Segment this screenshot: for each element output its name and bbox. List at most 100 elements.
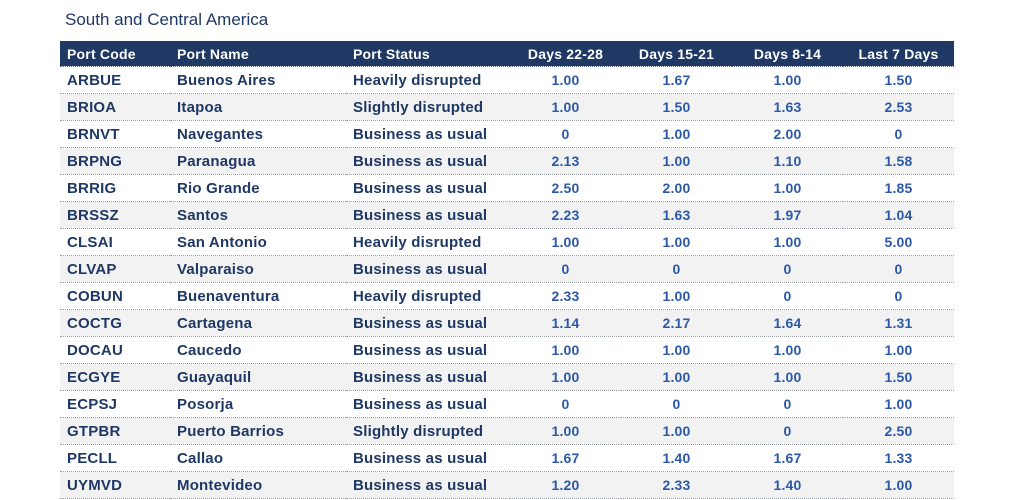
days-8-14-cell: 1.10 [732,147,843,175]
days-22-28-cell: 2.23 [510,201,621,229]
days-8-14-cell: 1.00 [732,363,843,391]
port-code-cell: CLSAI [60,228,170,256]
port-name-cell: San Antonio [170,228,346,256]
port-name-cell: Callao [170,444,346,472]
table-row: GTPBR Puerto Barrios Slightly disrupted 1.0… [60,417,954,445]
table-row: BRNVT Navegantes Business as usual 0 1.00 2.0… [60,120,954,148]
port-code-cell: GTPBR [60,417,170,445]
days-22-28-cell: 2.13 [510,147,621,175]
last-7-days-cell: 1.50 [843,66,954,94]
port-name-cell: Cartagena [170,309,346,337]
port-name-cell: Navegantes [170,120,346,148]
port-name-cell: Posorja [170,390,346,418]
port-status-cell: Heavily disrupted [346,228,510,256]
table-body: ARBUE Buenos Aires Heavily disrupted 1.00 1.… [60,66,954,499]
port-name-cell: Paranagua [170,147,346,175]
port-code-cell: CLVAP [60,255,170,283]
days-15-21-cell: 1.63 [621,201,732,229]
port-status-cell: Business as usual [346,255,510,283]
days-8-14-cell: 1.40 [732,471,843,499]
days-15-21-cell: 0 [621,390,732,418]
days-22-28-cell: 1.00 [510,66,621,94]
days-8-14-cell: 1.97 [732,201,843,229]
days-22-28-cell: 0 [510,255,621,283]
port-name-cell: Valparaiso [170,255,346,283]
port-name-cell: Itapoa [170,93,346,121]
days-22-28-cell: 1.00 [510,363,621,391]
port-code-cell: BRNVT [60,120,170,148]
port-status-cell: Business as usual [346,201,510,229]
days-15-21-cell: 1.00 [621,417,732,445]
table-row: ECPSJ Posorja Business as usual 0 0 0 1.00 [60,390,954,418]
port-code-cell: BRRIG [60,174,170,202]
days-8-14-cell: 0 [732,282,843,310]
port-name-cell: Rio Grande [170,174,346,202]
port-code-cell: DOCAU [60,336,170,364]
days-22-28-cell: 1.00 [510,93,621,121]
table-row: UYMVD Montevideo Business as usual 1.20 2.33… [60,471,954,499]
last-7-days-cell: 1.00 [843,390,954,418]
port-code-cell: BRIOA [60,93,170,121]
days-22-28-cell: 0 [510,120,621,148]
days-15-21-cell: 2.33 [621,471,732,499]
days-15-21-cell: 1.50 [621,93,732,121]
column-header-days-15-21: Days 15-21 [621,41,732,67]
days-15-21-cell: 0 [621,255,732,283]
days-15-21-cell: 1.00 [621,147,732,175]
table-row: PECLL Callao Business as usual 1.67 1.40 1.67… [60,444,954,472]
days-8-14-cell: 1.00 [732,66,843,94]
last-7-days-cell: 2.50 [843,417,954,445]
days-22-28-cell: 1.14 [510,309,621,337]
last-7-days-cell: 1.85 [843,174,954,202]
port-code-cell: ARBUE [60,66,170,94]
last-7-days-cell: 1.31 [843,309,954,337]
days-8-14-cell: 0 [732,390,843,418]
last-7-days-cell: 1.58 [843,147,954,175]
days-15-21-cell: 1.67 [621,66,732,94]
days-15-21-cell: 1.00 [621,282,732,310]
days-22-28-cell: 1.20 [510,471,621,499]
last-7-days-cell: 0 [843,282,954,310]
table-row: CLSAI San Antonio Heavily disrupted 1.00 1.0… [60,228,954,256]
port-code-cell: COBUN [60,282,170,310]
days-15-21-cell: 1.00 [621,336,732,364]
last-7-days-cell: 5.00 [843,228,954,256]
days-8-14-cell: 2.00 [732,120,843,148]
days-8-14-cell: 1.00 [732,336,843,364]
days-8-14-cell: 1.00 [732,228,843,256]
port-code-cell: BRPNG [60,147,170,175]
days-8-14-cell: 0 [732,417,843,445]
port-status-table: Port Code Port Name Port Status Days 22-28 D… [60,41,954,499]
port-status-cell: Slightly disrupted [346,417,510,445]
port-name-cell: Caucedo [170,336,346,364]
column-header-port-status: Port Status [346,41,510,67]
days-8-14-cell: 0 [732,255,843,283]
column-header-port-code: Port Code [60,41,170,67]
days-15-21-cell: 2.17 [621,309,732,337]
last-7-days-cell: 0 [843,120,954,148]
last-7-days-cell: 1.00 [843,336,954,364]
port-status-cell: Heavily disrupted [346,282,510,310]
last-7-days-cell: 1.33 [843,444,954,472]
port-code-cell: ECPSJ [60,390,170,418]
port-status-cell: Business as usual [346,390,510,418]
last-7-days-cell: 1.00 [843,471,954,499]
days-15-21-cell: 1.00 [621,363,732,391]
port-name-cell: Guayaquil [170,363,346,391]
port-status-cell: Business as usual [346,309,510,337]
days-22-28-cell: 1.00 [510,336,621,364]
port-code-cell: PECLL [60,444,170,472]
table-header-row: Port Code Port Name Port Status Days 22-28 D… [60,41,954,67]
table-row: BRPNG Paranagua Business as usual 2.13 1.00 1… [60,147,954,175]
port-status-cell: Business as usual [346,336,510,364]
port-name-cell: Montevideo [170,471,346,499]
port-code-cell: BRSSZ [60,201,170,229]
days-22-28-cell: 1.00 [510,417,621,445]
port-name-cell: Buenos Aires [170,66,346,94]
days-22-28-cell: 1.67 [510,444,621,472]
days-22-28-cell: 2.33 [510,282,621,310]
days-8-14-cell: 1.67 [732,444,843,472]
table-row: DOCAU Caucedo Business as usual 1.00 1.00 1.0… [60,336,954,364]
days-15-21-cell: 1.40 [621,444,732,472]
